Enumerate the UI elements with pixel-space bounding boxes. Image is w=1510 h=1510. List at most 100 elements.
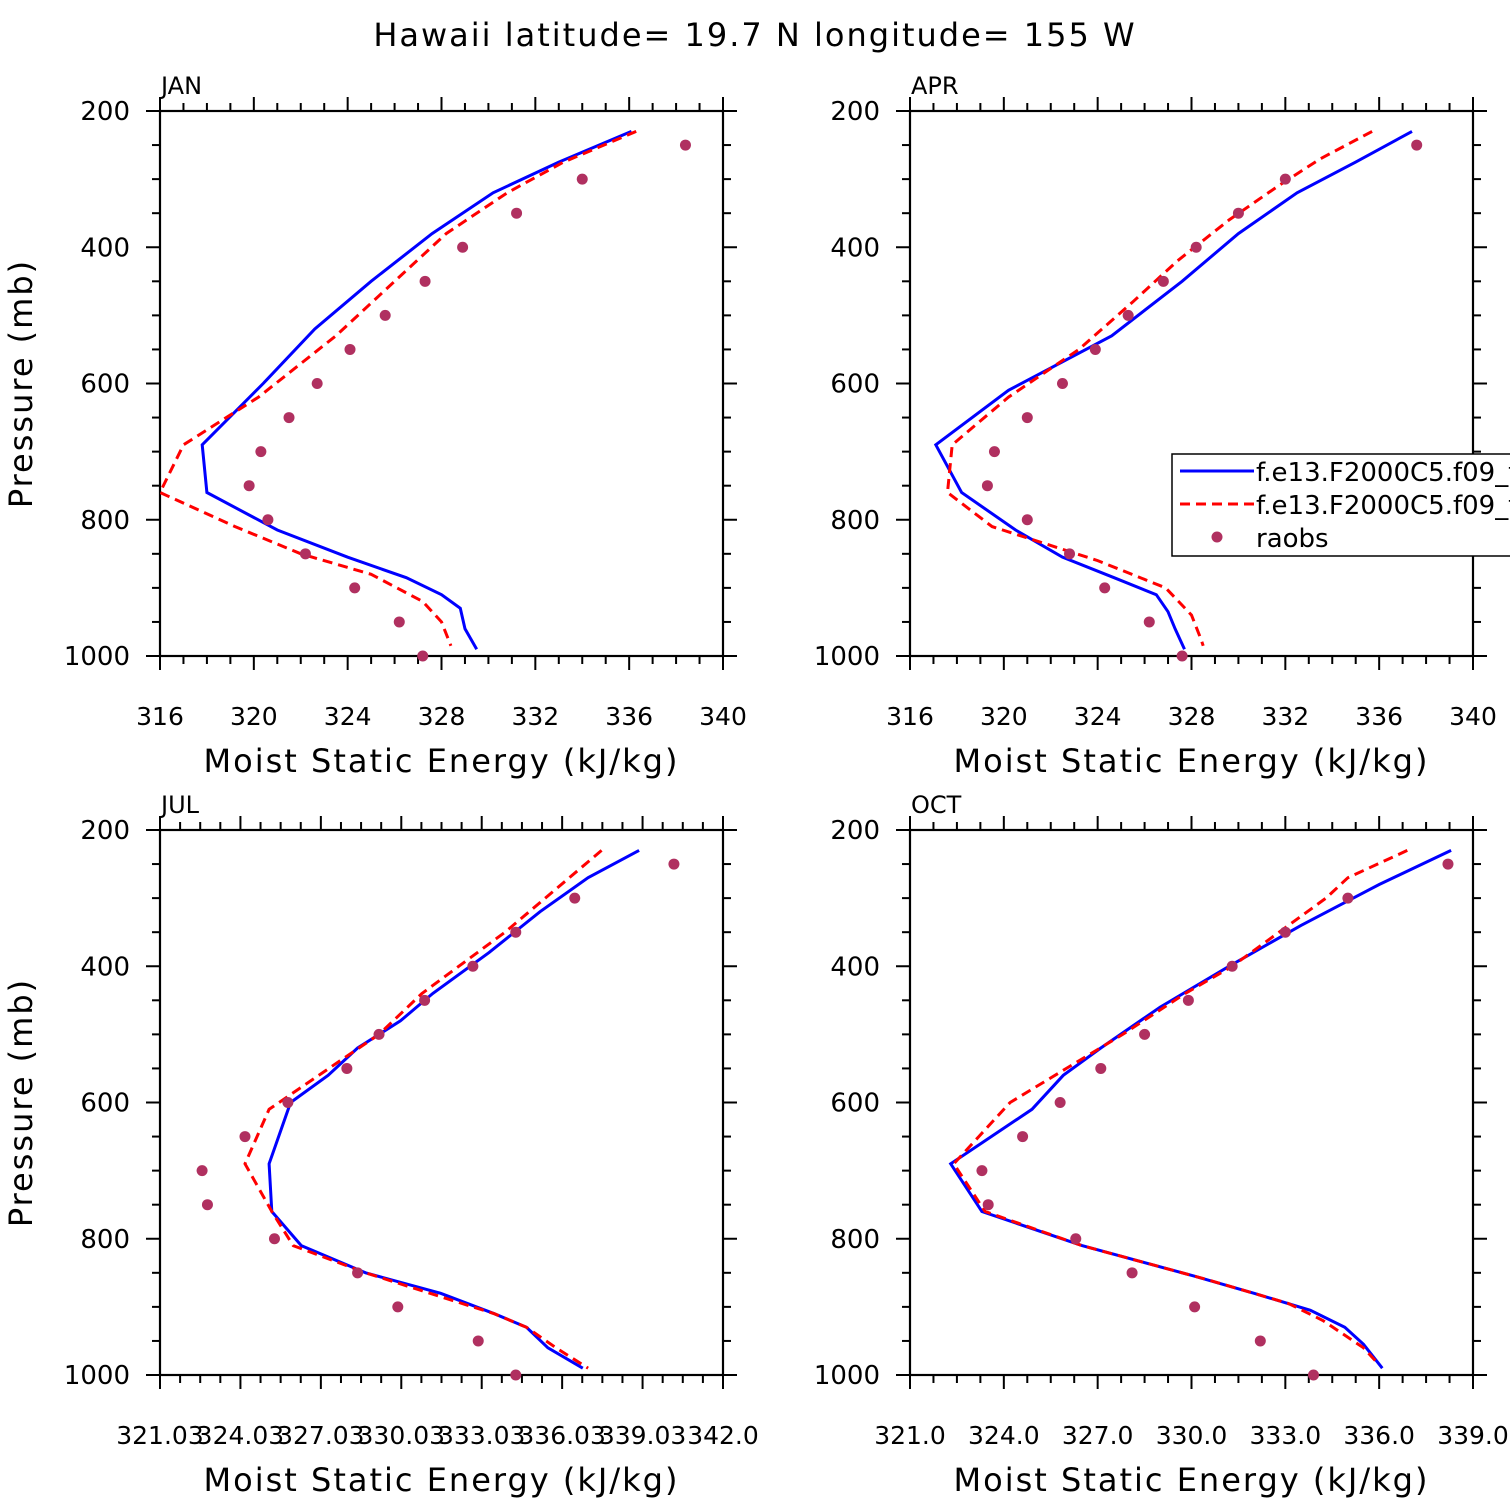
x-tick-label: 336.03 (518, 1421, 605, 1450)
x-tick-label: 324.0 (968, 1421, 1040, 1450)
plot-area (196, 849, 680, 1381)
raobs-point (1176, 650, 1188, 662)
y-axis-label: Pressure (mb) (2, 259, 40, 508)
x-tick-label: 339.0 (1437, 1421, 1509, 1450)
x-tick-label: 324.03 (197, 1421, 284, 1450)
x-axis-label: Moist Static Energy (kJ/kg) (204, 742, 680, 780)
y-tick-label: 200 (80, 97, 130, 127)
raobs-point (311, 378, 323, 389)
y-tick-label: 200 (830, 97, 880, 127)
y-tick-label: 400 (80, 233, 130, 263)
plot-frame (158, 109, 725, 658)
series-line-control (160, 130, 637, 647)
raobs-point (379, 309, 391, 321)
raobs-point (341, 1062, 353, 1074)
panel-title: OCT (911, 791, 962, 819)
x-tick-label: 320 (230, 702, 278, 731)
raobs-point (1122, 309, 1134, 321)
panel-oct: OCT 200 400 600 800 1000 321.0 324.0 327.0 330.0 3… (814, 791, 1509, 1499)
raobs-point (1064, 548, 1076, 560)
panel-title: APR (911, 72, 959, 100)
x-tick-label: 316 (136, 702, 184, 731)
raobs-point (201, 1199, 213, 1211)
raobs-point (988, 446, 1000, 458)
raobs-point (392, 1301, 404, 1313)
y-tick-label: 600 (830, 1089, 880, 1119)
x-tick-label: 328 (418, 702, 466, 731)
y-tick-label: 800 (830, 506, 880, 536)
legend-marker-raobs (1211, 531, 1223, 543)
raobs-point (419, 275, 431, 287)
raobs-point (1099, 582, 1111, 594)
raobs-point (1442, 858, 1454, 870)
x-tick-label: 324 (1074, 702, 1122, 731)
series-line-control (945, 130, 1373, 647)
x-tick-label: 336 (1355, 702, 1403, 731)
series-line-4k (948, 849, 1452, 1370)
raobs-point (569, 892, 581, 904)
y-tick-label: 800 (80, 1225, 130, 1255)
raobs-point (1190, 241, 1202, 253)
series-line-4k (933, 130, 1413, 650)
panel-jul: JUL 200 400 600 800 1000 321.03324.03327.03330… (2, 791, 759, 1499)
raobs-point (467, 960, 479, 972)
y-tick-label: 200 (830, 816, 880, 846)
y-tick-label: 800 (830, 1225, 880, 1255)
y-tick-label: 400 (830, 233, 880, 263)
raobs-point (1070, 1233, 1082, 1245)
y-tick-label: 1000 (814, 642, 880, 672)
y-tick-label: 800 (80, 506, 130, 536)
raobs-point (419, 994, 431, 1006)
plot-area (933, 130, 1423, 662)
raobs-point (1054, 1097, 1066, 1108)
legend-label: raobs (1256, 524, 1329, 554)
x-tick-label: 321.03 (116, 1421, 203, 1450)
series-line-4k (200, 130, 633, 650)
raobs-point (1139, 1028, 1151, 1040)
x-tick-label: 330.03 (358, 1421, 445, 1450)
raobs-point (1232, 207, 1244, 219)
raobs-point (393, 616, 405, 628)
raobs-point (255, 446, 267, 458)
y-tick-label: 1000 (64, 642, 130, 672)
y-tick-label: 400 (80, 952, 130, 982)
x-tick-label: 340 (1449, 702, 1497, 731)
raobs-point (976, 1165, 988, 1177)
x-tick-label: 333.03 (438, 1421, 525, 1450)
raobs-point (1279, 926, 1291, 938)
raobs-point (299, 548, 311, 560)
raobs-point (981, 480, 993, 492)
y-tick-label: 600 (830, 370, 880, 400)
raobs-point (982, 1199, 994, 1211)
plot-frame (908, 109, 1475, 658)
series-line-control (951, 849, 1408, 1366)
raobs-point (679, 139, 691, 151)
x-tick-label: 321.0 (874, 1421, 946, 1450)
x-tick-label: 336 (605, 702, 653, 731)
raobs-point (373, 1028, 385, 1040)
raobs-point (196, 1165, 208, 1177)
raobs-point (1021, 412, 1033, 424)
raobs-point (239, 1131, 251, 1143)
x-tick-label: 342.0 (687, 1421, 759, 1450)
raobs-point (1254, 1335, 1266, 1347)
legend: f.e13.F2000C5.f09_f09.cam5.1.4K.001f.e13… (1171, 453, 1510, 557)
series-line-4k (267, 849, 640, 1370)
raobs-point (1056, 378, 1068, 389)
x-tick-label: 340 (699, 702, 747, 731)
y-axis-label: Pressure (mb) (2, 978, 40, 1227)
x-tick-label: 339.03 (599, 1421, 686, 1450)
raobs-point (349, 582, 361, 594)
raobs-point (510, 1369, 522, 1381)
x-tick-label: 332 (511, 702, 559, 731)
raobs-point (511, 207, 523, 219)
x-axis-label: Moist Static Energy (kJ/kg) (204, 1461, 680, 1499)
raobs-point (1157, 275, 1169, 287)
raobs-point (262, 514, 274, 526)
raobs-point (1411, 139, 1423, 151)
raobs-point (1143, 616, 1155, 628)
x-tick-label: 320 (980, 702, 1028, 731)
panels: JAN 200 400 600 800 1000 316 320 324 328 332 336 340… (2, 72, 1509, 1499)
x-tick-label: 332 (1261, 702, 1309, 731)
